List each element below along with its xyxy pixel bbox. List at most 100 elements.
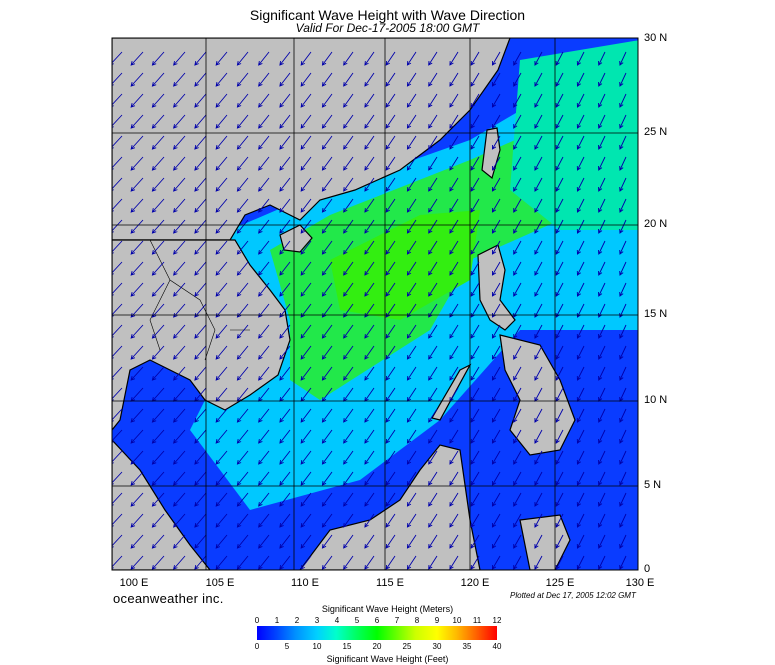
wave-arrow (194, 555, 207, 570)
wave-arrow (449, 366, 459, 381)
wave-arrow (151, 177, 165, 192)
wave-arrow (534, 555, 543, 570)
wave-arrow (151, 240, 165, 255)
wave-arrow (151, 534, 165, 549)
wave-arrow (598, 324, 606, 339)
wave-arrow (194, 471, 207, 486)
wave-arrow (598, 408, 606, 423)
wave-arrow (406, 282, 417, 297)
wave-arrow (300, 93, 312, 108)
wave-arrow (364, 345, 375, 360)
wave-arrow (194, 429, 207, 444)
wave-arrow (130, 450, 144, 465)
colorbar (257, 626, 497, 640)
lat-label: 10 N (644, 394, 668, 406)
wave-arrow (151, 114, 165, 129)
wave-arrow (598, 240, 606, 255)
wave-arrow (385, 492, 396, 507)
wave-arrow (619, 555, 627, 570)
wave-arrow (300, 282, 312, 297)
colorbar-meters-tick: 9 (434, 616, 440, 625)
wave-arrow (151, 198, 165, 213)
wave-arrow (258, 135, 270, 150)
wave-arrow (406, 555, 417, 570)
wave-arrow (364, 513, 375, 528)
wave-arrow (173, 408, 186, 423)
wave-arrow (406, 135, 417, 150)
wave-arrow (258, 324, 270, 339)
wave-arrow (343, 51, 354, 66)
wave-arrow (470, 534, 480, 549)
wave-arrow (300, 324, 312, 339)
wave-arrow (406, 408, 417, 423)
wave-arrow (236, 513, 249, 528)
wave-arrow (151, 345, 165, 360)
wave-arrow (321, 177, 333, 192)
lon-label: 125 E (545, 577, 575, 589)
wave-arrow (258, 219, 270, 234)
wave-arrow (194, 51, 207, 66)
wave-arrow (576, 198, 585, 213)
wave-arrow (449, 72, 459, 87)
land-indochina (112, 239, 291, 431)
wave-arrow (555, 471, 564, 486)
wave-arrow (343, 429, 354, 444)
wave-arrow (279, 555, 291, 570)
wave-arrow (555, 282, 564, 297)
wave-arrow (576, 555, 585, 570)
wave-arrow (130, 408, 144, 423)
wave-arrow (449, 513, 459, 528)
wave-arrow (215, 324, 228, 339)
wave-arrow (470, 492, 480, 507)
wave-arrow (321, 198, 333, 213)
wave-arrow (576, 513, 585, 528)
wave-arrow (470, 198, 480, 213)
wave-arrow (385, 450, 396, 465)
wave-arrow (151, 450, 165, 465)
wave-arrow (491, 345, 501, 360)
wave-arrow (449, 282, 459, 297)
wave-arrow (555, 324, 564, 339)
wave-arrow (236, 240, 249, 255)
wave-arrow (385, 408, 396, 423)
wave-arrow (194, 534, 207, 549)
wave-arrow (555, 114, 564, 129)
wave-arrow (491, 198, 501, 213)
wave-arrow (215, 534, 228, 549)
wave-arrow (385, 282, 396, 297)
wave-arrow (279, 240, 291, 255)
wave-arrow (619, 429, 627, 444)
wave-arrow (534, 198, 543, 213)
wave-arrow (619, 114, 627, 129)
wave-arrow (470, 261, 480, 276)
wave-arrow (491, 72, 501, 87)
wave-arrow (385, 198, 396, 213)
wave-arrow (173, 555, 186, 570)
wave-arrow (555, 408, 564, 423)
wave-arrow (151, 555, 165, 570)
wave-arrow (513, 114, 522, 129)
wave-arrow (576, 471, 585, 486)
wave-arrow (428, 324, 438, 339)
wave-arrow (258, 408, 270, 423)
wave-arrow (534, 324, 543, 339)
wave-arrow (598, 198, 606, 213)
wave-arrow (428, 51, 438, 66)
wave-arrow (173, 240, 186, 255)
wave-arrow (470, 408, 480, 423)
wave-arrow (513, 492, 522, 507)
wave-arrow (555, 555, 564, 570)
wave-arrow (194, 240, 207, 255)
wave-arrow (194, 345, 207, 360)
land-sulawesi (519, 514, 571, 570)
wave-arrow (279, 534, 291, 549)
wave-arrow (300, 114, 312, 129)
wave-arrow (258, 429, 270, 444)
wave-arrow (321, 534, 333, 549)
wave-arrow (364, 471, 375, 486)
wave-arrow (279, 492, 291, 507)
colorbar-feet-title: Significant Wave Height (Feet) (326, 654, 449, 664)
wave-arrow (300, 219, 312, 234)
wave-arrow (534, 156, 543, 171)
wave-arrow (300, 513, 312, 528)
